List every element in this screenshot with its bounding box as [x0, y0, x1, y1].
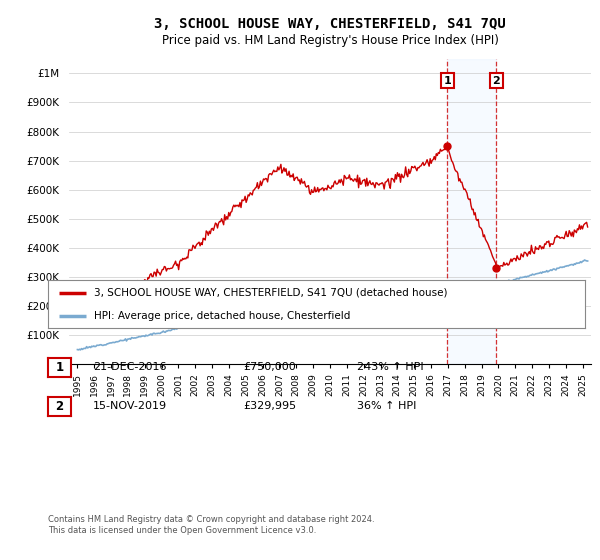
Text: 3, SCHOOL HOUSE WAY, CHESTERFIELD, S41 7QU: 3, SCHOOL HOUSE WAY, CHESTERFIELD, S41 7…: [154, 16, 506, 30]
Text: 1: 1: [55, 361, 64, 374]
Text: 15-NOV-2019: 15-NOV-2019: [93, 401, 167, 411]
Text: 36% ↑ HPI: 36% ↑ HPI: [357, 401, 416, 411]
Text: 243% ↑ HPI: 243% ↑ HPI: [357, 362, 424, 372]
Bar: [448, 59, 496, 365]
Text: Contains HM Land Registry data © Crown copyright and database right 2024.
This d: Contains HM Land Registry data © Crown c…: [48, 515, 374, 535]
Text: HPI: Average price, detached house, Chesterfield: HPI: Average price, detached house, Ches…: [94, 311, 350, 321]
Text: £329,995: £329,995: [243, 401, 296, 411]
Text: 2: 2: [55, 400, 64, 413]
Text: Price paid vs. HM Land Registry's House Price Index (HPI): Price paid vs. HM Land Registry's House …: [161, 34, 499, 47]
Text: 3, SCHOOL HOUSE WAY, CHESTERFIELD, S41 7QU (detached house): 3, SCHOOL HOUSE WAY, CHESTERFIELD, S41 7…: [94, 288, 447, 298]
Text: 1: 1: [443, 76, 451, 86]
Text: £750,000: £750,000: [243, 362, 296, 372]
Text: 2: 2: [493, 76, 500, 86]
Text: 21-DEC-2016: 21-DEC-2016: [93, 362, 167, 372]
